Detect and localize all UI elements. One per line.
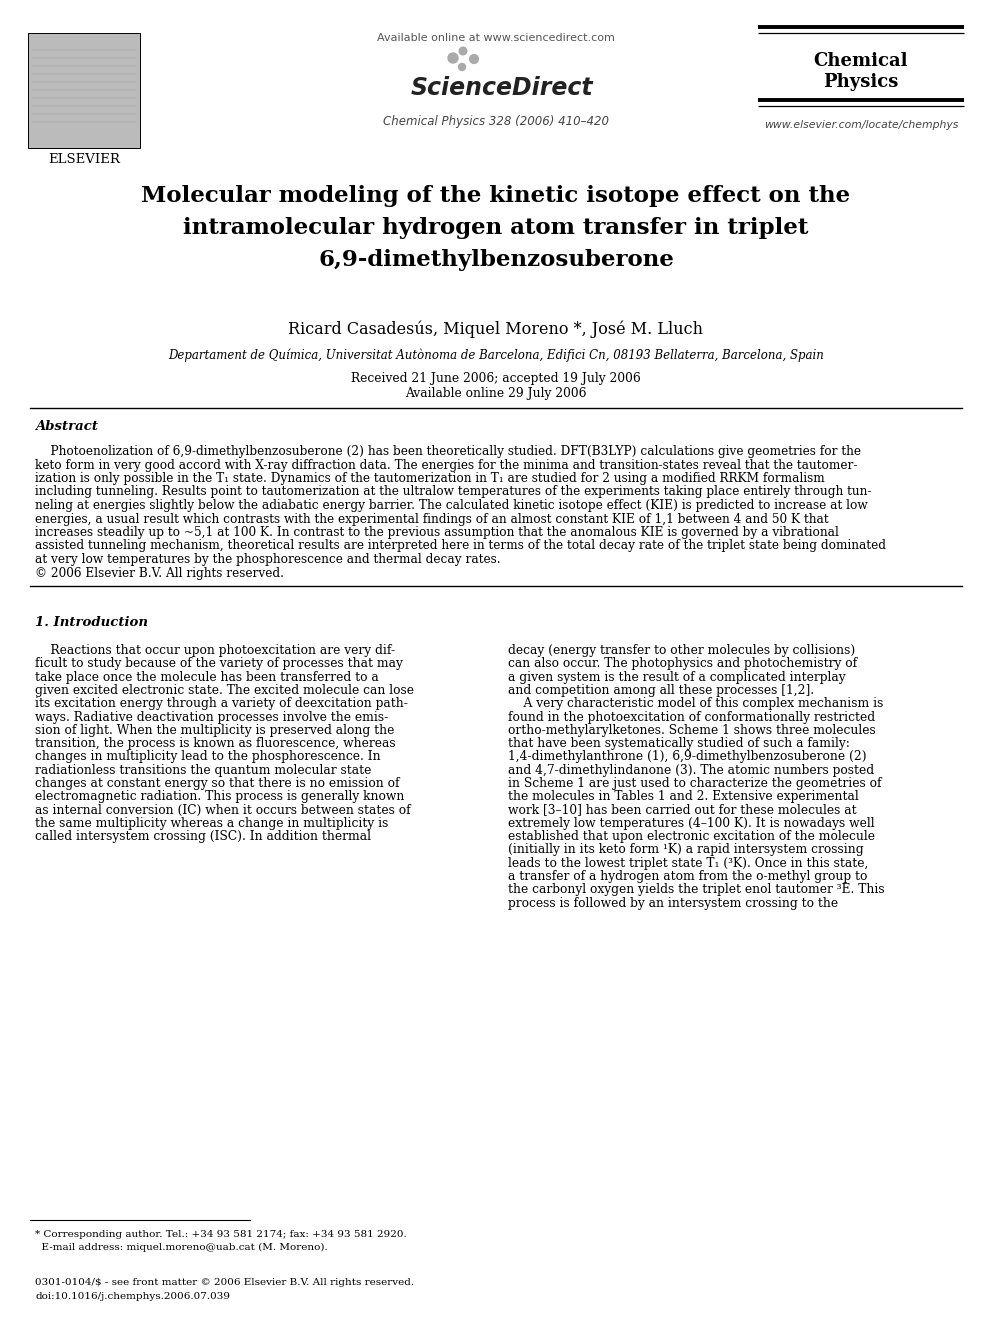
Circle shape	[458, 64, 465, 70]
Text: radiationless transitions the quantum molecular state: radiationless transitions the quantum mo…	[35, 763, 371, 777]
Text: given excited electronic state. The excited molecule can lose: given excited electronic state. The exci…	[35, 684, 414, 697]
Text: can also occur. The photophysics and photochemistry of: can also occur. The photophysics and pho…	[508, 658, 857, 671]
Text: a given system is the result of a complicated interplay: a given system is the result of a compli…	[508, 671, 845, 684]
Text: take place once the molecule has been transferred to a: take place once the molecule has been tr…	[35, 671, 379, 684]
Text: Reactions that occur upon photoexcitation are very dif-: Reactions that occur upon photoexcitatio…	[35, 644, 395, 658]
Text: found in the photoexcitation of conformationally restricted: found in the photoexcitation of conforma…	[508, 710, 875, 724]
Text: increases steadily up to ~5,1 at 100 K. In contrast to the previous assumption t: increases steadily up to ~5,1 at 100 K. …	[35, 527, 839, 538]
Text: ization is only possible in the T₁ state. Dynamics of the tautomerization in T₁ : ization is only possible in the T₁ state…	[35, 472, 824, 486]
Text: Received 21 June 2006; accepted 19 July 2006: Received 21 June 2006; accepted 19 July …	[351, 372, 641, 385]
Text: a transfer of a hydrogen atom from the o-methyl group to: a transfer of a hydrogen atom from the o…	[508, 871, 867, 882]
Text: work [3–10] has been carried out for these molecules at: work [3–10] has been carried out for the…	[508, 803, 857, 816]
Text: called intersystem crossing (ISC). In addition thermal: called intersystem crossing (ISC). In ad…	[35, 831, 371, 843]
Text: A very characteristic model of this complex mechanism is: A very characteristic model of this comp…	[508, 697, 883, 710]
Text: and 4,7-dimethylindanone (3). The atomic numbers posted: and 4,7-dimethylindanone (3). The atomic…	[508, 763, 874, 777]
Text: 1,4-dimethylanthrone (1), 6,9-dimethylbenzosuberone (2): 1,4-dimethylanthrone (1), 6,9-dimethylbe…	[508, 750, 867, 763]
Text: decay (energy transfer to other molecules by collisions): decay (energy transfer to other molecule…	[508, 644, 855, 658]
Text: changes in multiplicity lead to the phosphorescence. In: changes in multiplicity lead to the phos…	[35, 750, 381, 763]
Text: Photoenolization of 6,9-dimethylbenzosuberone (2) has been theoretically studied: Photoenolization of 6,9-dimethylbenzosub…	[35, 445, 861, 458]
Text: as internal conversion (IC) when it occurs between states of: as internal conversion (IC) when it occu…	[35, 803, 411, 816]
Text: Physics: Physics	[823, 73, 899, 91]
Text: ficult to study because of the variety of processes that may: ficult to study because of the variety o…	[35, 658, 403, 671]
Text: the molecules in Tables 1 and 2. Extensive experimental: the molecules in Tables 1 and 2. Extensi…	[508, 790, 859, 803]
Text: keto form in very good accord with X-ray diffraction data. The energies for the : keto form in very good accord with X-ray…	[35, 459, 857, 471]
Text: neling at energies slightly below the adiabatic energy barrier. The calculated k: neling at energies slightly below the ad…	[35, 499, 868, 512]
Text: the carbonyl oxygen yields the triplet enol tautomer ³E. This: the carbonyl oxygen yields the triplet e…	[508, 884, 885, 897]
Text: ways. Radiative deactivation processes involve the emis-: ways. Radiative deactivation processes i…	[35, 710, 388, 724]
Text: www.elsevier.com/locate/chemphys: www.elsevier.com/locate/chemphys	[764, 120, 958, 130]
Text: Abstract: Abstract	[35, 419, 98, 433]
Text: Ricard Casadesús, Miquel Moreno *, José M. Lluch: Ricard Casadesús, Miquel Moreno *, José …	[289, 320, 703, 337]
Circle shape	[448, 53, 458, 64]
Text: Chemical: Chemical	[813, 52, 909, 70]
Text: extremely low temperatures (4–100 K). It is nowadays well: extremely low temperatures (4–100 K). It…	[508, 816, 875, 830]
Text: doi:10.1016/j.chemphys.2006.07.039: doi:10.1016/j.chemphys.2006.07.039	[35, 1293, 230, 1301]
Text: © 2006 Elsevier B.V. All rights reserved.: © 2006 Elsevier B.V. All rights reserved…	[35, 566, 284, 579]
Text: including tunneling. Results point to tautomerization at the ultralow temperatur: including tunneling. Results point to ta…	[35, 486, 871, 499]
Text: Available online at www.sciencedirect.com: Available online at www.sciencedirect.co…	[377, 33, 615, 44]
Text: assisted tunneling mechanism, theoretical results are interpreted here in terms : assisted tunneling mechanism, theoretica…	[35, 540, 886, 553]
Text: sion of light. When the multiplicity is preserved along the: sion of light. When the multiplicity is …	[35, 724, 395, 737]
Text: ELSEVIER: ELSEVIER	[48, 153, 120, 165]
Circle shape	[469, 54, 478, 64]
Text: that have been systematically studied of such a family:: that have been systematically studied of…	[508, 737, 850, 750]
Text: and competition among all these processes [1,2].: and competition among all these processe…	[508, 684, 814, 697]
Text: in Scheme 1 are just used to characterize the geometries of: in Scheme 1 are just used to characteriz…	[508, 777, 882, 790]
Text: leads to the lowest triplet state T₁ (³K). Once in this state,: leads to the lowest triplet state T₁ (³K…	[508, 857, 868, 869]
Text: electromagnetic radiation. This process is generally known: electromagnetic radiation. This process …	[35, 790, 405, 803]
Text: the same multiplicity whereas a change in multiplicity is: the same multiplicity whereas a change i…	[35, 816, 389, 830]
Text: its excitation energy through a variety of deexcitation path-: its excitation energy through a variety …	[35, 697, 408, 710]
Text: Available online 29 July 2006: Available online 29 July 2006	[406, 388, 586, 400]
Text: E-mail address: miquel.moreno@uab.cat (M. Moreno).: E-mail address: miquel.moreno@uab.cat (M…	[35, 1244, 327, 1252]
Text: 1. Introduction: 1. Introduction	[35, 617, 148, 628]
Text: ScienceDirect: ScienceDirect	[411, 75, 593, 101]
Circle shape	[459, 48, 467, 54]
Text: Chemical Physics 328 (2006) 410–420: Chemical Physics 328 (2006) 410–420	[383, 115, 609, 128]
Text: (initially in its keto form ¹K) a rapid intersystem crossing: (initially in its keto form ¹K) a rapid …	[508, 844, 864, 856]
Text: at very low temperatures by the phosphorescence and thermal decay rates.: at very low temperatures by the phosphor…	[35, 553, 501, 566]
Text: 0301-0104/$ - see front matter © 2006 Elsevier B.V. All rights reserved.: 0301-0104/$ - see front matter © 2006 El…	[35, 1278, 414, 1287]
Text: established that upon electronic excitation of the molecule: established that upon electronic excitat…	[508, 831, 875, 843]
Text: energies, a usual result which contrasts with the experimental findings of an al: energies, a usual result which contrasts…	[35, 512, 828, 525]
Text: Departament de Química, Universitat Autònoma de Barcelona, Edifici Cn, 08193 Bel: Departament de Química, Universitat Autò…	[168, 348, 824, 361]
Text: ortho-methylarylketones. Scheme 1 shows three molecules: ortho-methylarylketones. Scheme 1 shows …	[508, 724, 876, 737]
Text: Molecular modeling of the kinetic isotope effect on the
intramolecular hydrogen : Molecular modeling of the kinetic isotop…	[142, 185, 850, 271]
Text: changes at constant energy so that there is no emission of: changes at constant energy so that there…	[35, 777, 400, 790]
Bar	[28, 33, 140, 148]
Text: process is followed by an intersystem crossing to the: process is followed by an intersystem cr…	[508, 897, 838, 910]
Text: transition, the process is known as fluorescence, whereas: transition, the process is known as fluo…	[35, 737, 396, 750]
Text: * Corresponding author. Tel.: +34 93 581 2174; fax: +34 93 581 2920.: * Corresponding author. Tel.: +34 93 581…	[35, 1230, 407, 1240]
